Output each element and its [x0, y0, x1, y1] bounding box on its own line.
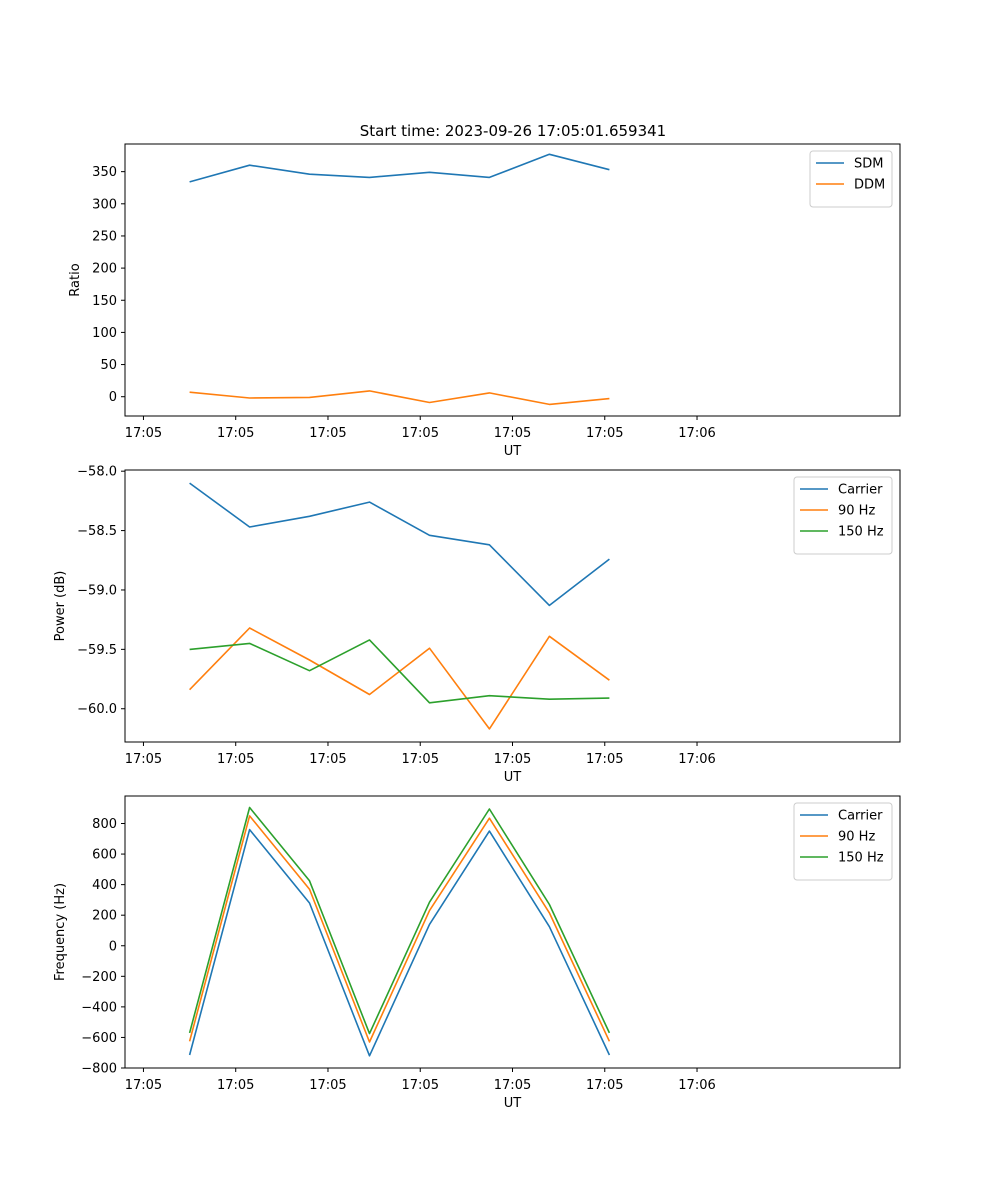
y-tick-label: −59.0 — [77, 583, 117, 598]
y-tick-label: 150 — [92, 294, 117, 309]
axes-frame — [124, 469, 901, 743]
legend-entry: DDM — [854, 178, 885, 193]
series-line-carrier — [188, 828, 611, 1057]
y-axis-label: Ratio — [68, 263, 83, 296]
legend-entry: 90 Hz — [838, 504, 875, 519]
x-tick-label: 17:05 — [217, 426, 254, 441]
y-tick-label: −400 — [81, 1000, 117, 1015]
y-tick-label: 100 — [92, 326, 117, 341]
x-axis-label: UT — [504, 770, 522, 785]
legend: SDM DDM — [809, 150, 893, 208]
legend-entry: 150 Hz — [838, 525, 884, 540]
series-line-90-hz — [189, 627, 610, 730]
y-tick-label: 250 — [92, 229, 117, 244]
y-tick-label: 300 — [92, 197, 117, 212]
legend: Carrier 90 Hz 150 Hz — [793, 802, 893, 881]
y-tick-label: −200 — [81, 970, 117, 985]
y-tick-label: 200 — [92, 262, 117, 277]
x-tick-label: 17:06 — [678, 1078, 715, 1093]
series-line-sdm — [189, 153, 610, 183]
series-line-ddm — [189, 390, 610, 406]
x-tick-label: 17:05 — [402, 752, 439, 767]
x-tick-label: 17:05 — [125, 752, 162, 767]
y-axis-label: Power (dB) — [53, 571, 68, 642]
legend-box — [793, 802, 893, 881]
y-tick-label: 350 — [92, 165, 117, 180]
x-tick-label: 17:05 — [217, 752, 254, 767]
x-axis-label: UT — [504, 444, 522, 459]
x-tick-label: 17:05 — [125, 1078, 162, 1093]
y-tick-label: −59.5 — [77, 643, 117, 658]
y-tick-label: −600 — [81, 1031, 117, 1046]
y-tick-label: 400 — [92, 878, 117, 893]
x-tick-label: 17:05 — [309, 426, 346, 441]
legend-entry: Carrier — [838, 483, 883, 498]
x-tick-label: 17:05 — [586, 426, 623, 441]
legend-box — [793, 476, 893, 555]
series-line-150-hz — [188, 806, 611, 1035]
y-tick-label: 50 — [100, 358, 117, 373]
y-tick-label: −800 — [81, 1062, 117, 1077]
x-tick-label: 17:06 — [678, 426, 715, 441]
legend-entry: 150 Hz — [838, 851, 884, 866]
legend-entry: SDM — [854, 157, 883, 172]
chart-panel-2: −60.0 −59.5 −59.0 −58.5 −58.0 17:05 17:05 17:05… — [53, 465, 901, 785]
x-tick-label: 17:05 — [586, 752, 623, 767]
y-tick-label: −58.0 — [77, 465, 117, 480]
legend-box — [809, 150, 893, 208]
axes-frame — [124, 143, 901, 417]
x-tick-label: 17:06 — [678, 752, 715, 767]
x-tick-label: 17:05 — [402, 1078, 439, 1093]
chart-panel-1: 0 50 100 150 200 250 300 350 17:05 17:05 17:05 17:0… — [68, 143, 901, 459]
figure-title: Start time: 2023-09-26 17:05:01.659341 — [360, 122, 666, 140]
y-tick-label: 0 — [109, 939, 117, 954]
y-tick-label: −58.5 — [77, 524, 117, 539]
y-tick-label: 800 — [92, 817, 117, 832]
y-tick-label: 600 — [92, 848, 117, 863]
x-tick-label: 17:05 — [494, 1078, 531, 1093]
x-tick-label: 17:05 — [217, 1078, 254, 1093]
series-line-carrier — [189, 482, 610, 607]
y-tick-label: 0 — [109, 390, 117, 405]
y-axis-label: Frequency (Hz) — [53, 883, 68, 981]
legend-entry: Carrier — [838, 809, 883, 824]
legend-entry: 90 Hz — [838, 830, 875, 845]
y-tick-label: −60.0 — [77, 702, 117, 717]
legend: Carrier 90 Hz 150 Hz — [793, 476, 893, 555]
chart-panel-3: −800 −600 −400 −200 0 200 400 600 800 17:05 17:05 1… — [53, 795, 901, 1111]
series-line-90-hz — [188, 815, 611, 1043]
x-tick-label: 17:05 — [494, 426, 531, 441]
y-tick-label: 200 — [92, 909, 117, 924]
series-line-150-hz — [189, 639, 610, 704]
x-tick-label: 17:05 — [402, 426, 439, 441]
x-axis-label: UT — [504, 1096, 522, 1111]
x-tick-label: 17:05 — [125, 426, 162, 441]
x-tick-label: 17:05 — [494, 752, 531, 767]
x-tick-label: 17:05 — [309, 752, 346, 767]
x-tick-label: 17:05 — [309, 1078, 346, 1093]
x-tick-label: 17:05 — [586, 1078, 623, 1093]
